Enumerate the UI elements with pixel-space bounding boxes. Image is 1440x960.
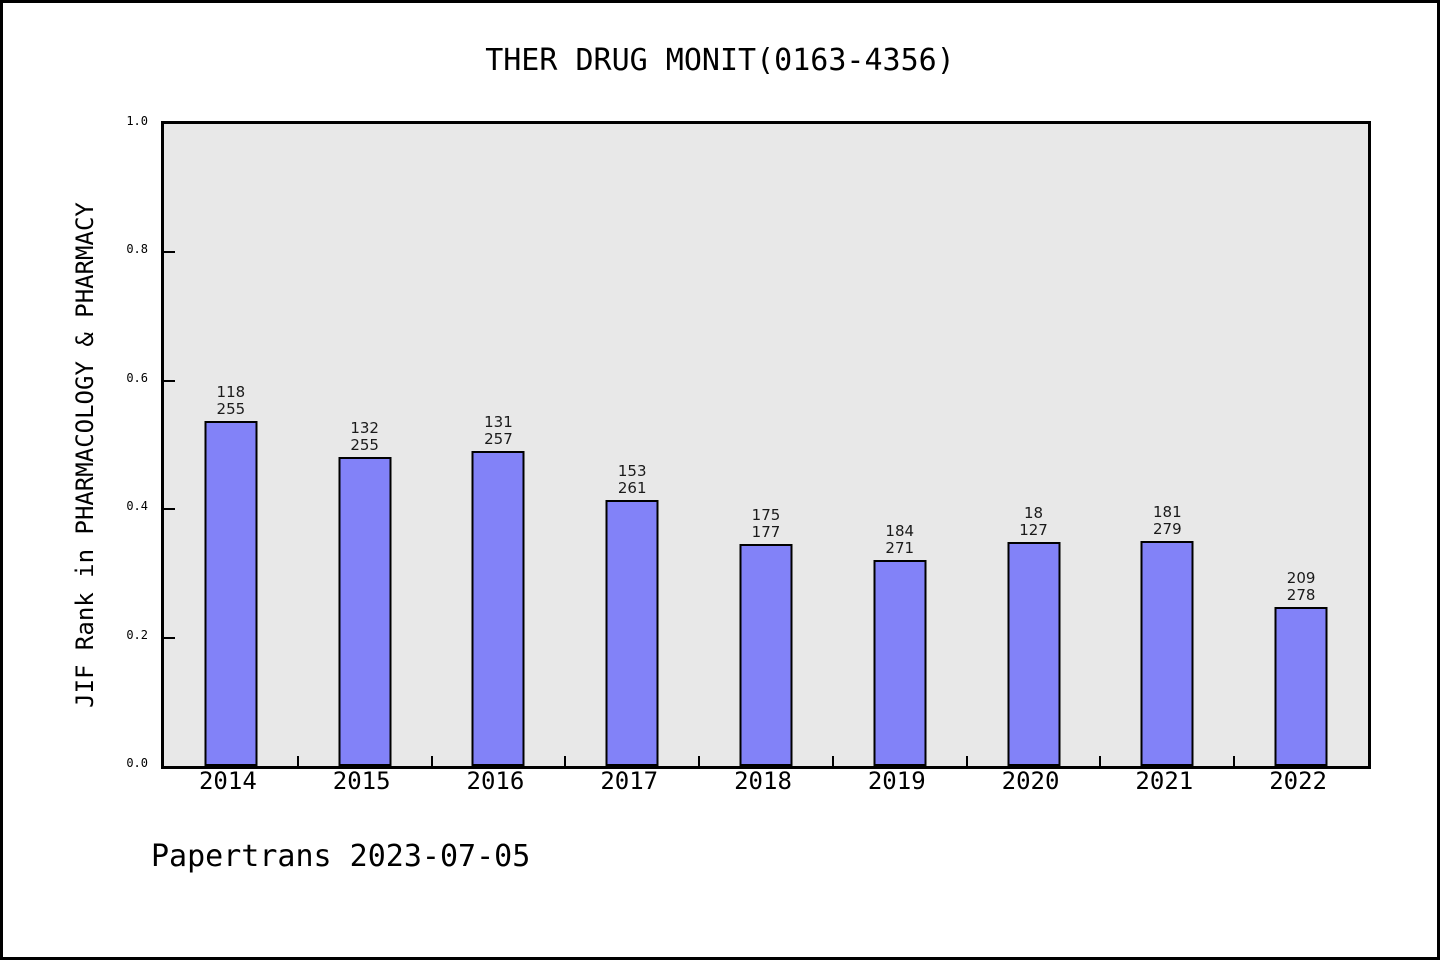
bar-value-label: 131 257 — [484, 414, 513, 448]
footer-watermark: Papertrans 2023-07-05 — [151, 839, 531, 874]
bar-column: 181 279 — [1100, 124, 1234, 766]
bar-label-rank: 118 — [216, 383, 246, 402]
y-tick-mark — [164, 508, 175, 511]
bar-column: 175 177 — [699, 124, 833, 766]
bar-value-label: 18 127 — [1019, 503, 1048, 539]
bar-column: 18 127 — [967, 124, 1101, 766]
x-tick-label-2021: 2021 — [1135, 767, 1194, 795]
y-tick-label: 1.0 — [126, 114, 148, 128]
x-tick-label-2014: 2014 — [198, 767, 257, 795]
y-tick-label: 0.8 — [126, 242, 148, 257]
bar-label-total: 127 — [1019, 520, 1048, 539]
x-tick-label-2016: 2016 — [466, 767, 525, 795]
bar-label-total: 255 — [216, 400, 246, 419]
bar-2018 — [739, 543, 793, 766]
y-tick-label: 0.6 — [126, 370, 148, 385]
y-axis-label: JIF Rank in PHARMACOLOGY & PHARMACY — [71, 202, 99, 708]
x-tick-label-2018: 2018 — [734, 767, 792, 795]
bar-column: 132 255 — [298, 124, 432, 766]
bar-2015 — [338, 456, 392, 766]
bar-column: 184 271 — [833, 124, 967, 766]
y-tick-mark — [164, 379, 175, 382]
bar-value-label: 184 271 — [885, 521, 915, 557]
bar-value-label: 118 255 — [217, 384, 246, 418]
x-minor-tick-mark — [564, 756, 567, 766]
y-tick-label: 0.4 — [126, 499, 148, 514]
y-tick-label: 0.2 — [126, 627, 148, 642]
bar-column: 118 255 — [164, 124, 298, 766]
bar-value-label: 175 177 — [751, 505, 781, 541]
bar-label-rank: 184 — [885, 521, 915, 540]
bar-label-rank: 131 — [484, 413, 513, 432]
x-tick-label-2015: 2015 — [332, 767, 391, 795]
bar-column: 209 278 — [1234, 124, 1368, 766]
bar-label-rank: 18 — [1023, 503, 1044, 522]
x-minor-tick-mark — [698, 756, 701, 766]
bar-column: 131 257 — [432, 124, 566, 766]
bar-column: 153 261 — [565, 124, 699, 766]
bar-2017 — [605, 500, 659, 766]
bar-label-total: 278 — [1286, 585, 1316, 604]
chart-title: THER DRUG MONIT(0163-4356) — [485, 43, 955, 78]
bar-2022 — [1274, 606, 1328, 766]
bar-label-total: 255 — [350, 435, 379, 454]
x-minor-tick-mark — [430, 756, 433, 766]
y-tick-label: 0.0 — [126, 756, 148, 770]
x-minor-tick-mark — [831, 756, 834, 766]
plot-area: 118 255 132 255 131 257 153 261 175 177 184 271 18 12… — [161, 121, 1371, 769]
bar-label-rank: 181 — [1152, 502, 1182, 521]
bar-label-total: 271 — [885, 538, 915, 557]
x-minor-tick-mark — [296, 756, 299, 766]
bar-label-rank: 132 — [350, 418, 379, 437]
x-tick-label-2020: 2020 — [1001, 767, 1060, 795]
bar-value-label: 209 278 — [1286, 568, 1316, 604]
y-tick-mark — [164, 251, 175, 254]
bar-2020 — [1007, 541, 1061, 766]
x-minor-tick-mark — [965, 756, 968, 766]
x-minor-tick-mark — [1099, 756, 1102, 766]
bar-2014 — [204, 421, 258, 766]
bar-2016 — [471, 451, 525, 766]
bar-label-total: 279 — [1152, 519, 1182, 538]
bar-label-rank: 153 — [617, 462, 647, 481]
x-tick-label-2017: 2017 — [600, 767, 659, 795]
bar-2021 — [1140, 540, 1194, 766]
bar-value-label: 132 255 — [350, 418, 379, 454]
bar-2019 — [873, 559, 927, 766]
bar-label-total: 261 — [617, 479, 647, 498]
bar-label-rank: 209 — [1286, 568, 1316, 587]
bar-value-label: 181 279 — [1152, 502, 1182, 538]
bar-label-rank: 175 — [751, 505, 781, 524]
bar-label-total: 257 — [484, 430, 513, 449]
bar-label-total: 177 — [751, 522, 781, 541]
y-tick-mark — [164, 636, 175, 639]
x-tick-label-2022: 2022 — [1269, 767, 1327, 795]
x-tick-label-2019: 2019 — [867, 767, 926, 795]
bar-value-label: 153 261 — [618, 463, 647, 497]
x-minor-tick-mark — [1233, 756, 1236, 766]
